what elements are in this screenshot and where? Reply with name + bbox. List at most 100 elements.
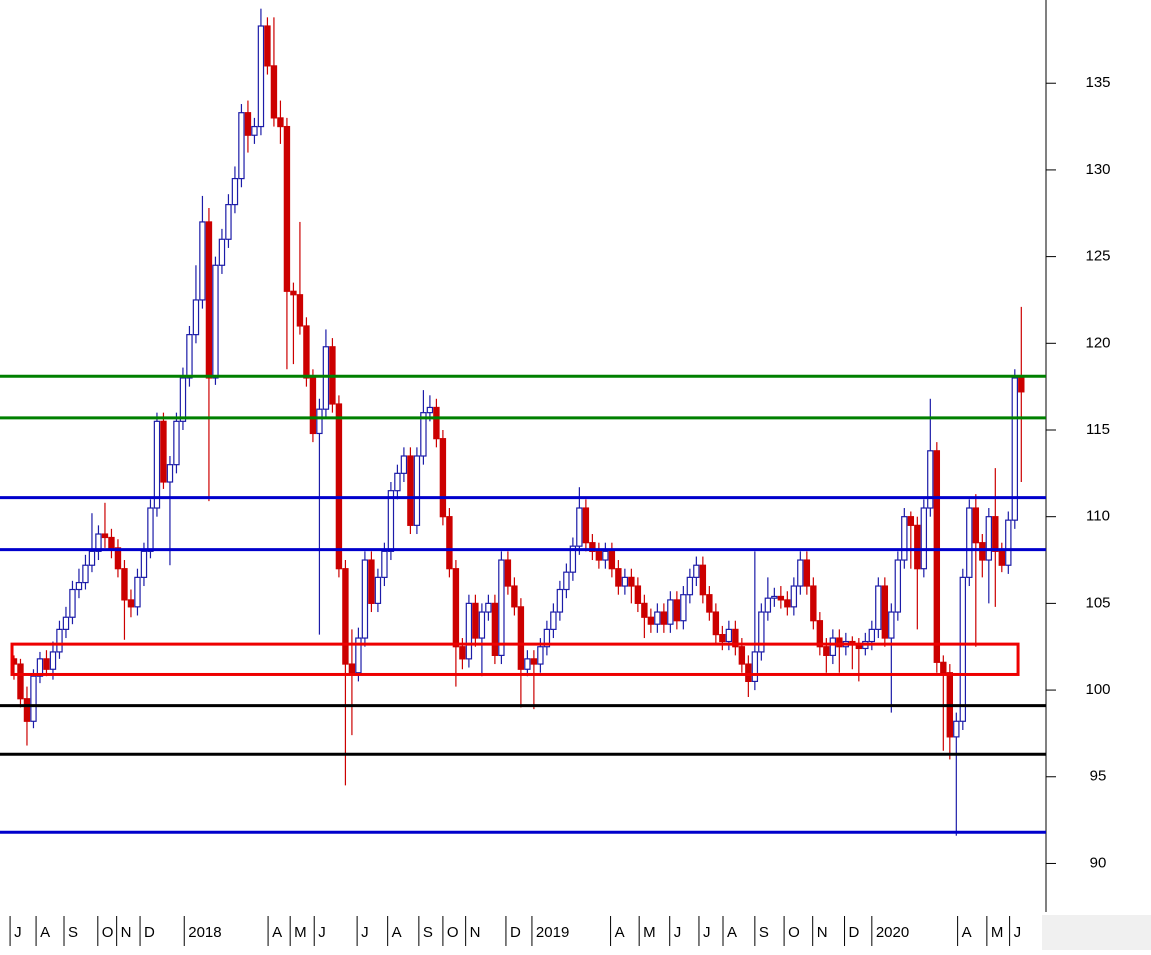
x-tick-label: A (962, 924, 972, 941)
x-tick-label: A (40, 924, 50, 941)
x-tick-label: O (447, 924, 459, 941)
x-tick-label: J (318, 924, 326, 941)
candle-body (699, 564, 707, 596)
candle-body (985, 516, 993, 561)
candle-body (251, 125, 258, 136)
candle-body (316, 408, 323, 435)
candle-body (342, 568, 349, 665)
x-tick-label: 2018 (188, 924, 221, 941)
candle-body (751, 651, 759, 682)
y-tick-label: 135 (1085, 74, 1110, 91)
candle-body (888, 611, 895, 639)
candle-body (641, 602, 648, 618)
candle-body (511, 585, 518, 608)
candle-body (537, 646, 544, 665)
candle-body (836, 637, 843, 648)
candle-body (82, 564, 89, 584)
candle-body (472, 602, 479, 639)
candle-body (238, 112, 245, 180)
candle-body (634, 585, 642, 604)
candle-body (257, 25, 265, 128)
candle-body (790, 585, 798, 608)
candle-body (433, 406, 440, 440)
candle-body (1005, 519, 1012, 566)
x-tick-label: D (849, 924, 860, 941)
candle-body (972, 507, 980, 544)
candle-body (901, 516, 908, 561)
candle-body (43, 658, 50, 670)
candle-body (608, 550, 616, 570)
zone (10, 642, 1020, 676)
candle-body (966, 507, 973, 578)
candle-body (121, 568, 128, 601)
candle-body (277, 117, 284, 128)
candle-body (654, 611, 661, 625)
candle-body (134, 576, 141, 608)
candle-body (803, 559, 811, 587)
candle-body (160, 420, 167, 483)
candle-body (686, 576, 694, 596)
candle-body (979, 542, 986, 561)
candle-body (829, 637, 837, 656)
x-tick-label: S (68, 924, 78, 941)
candle-body (647, 616, 655, 625)
candle-body (498, 559, 505, 656)
x-tick-label: 2020 (876, 924, 909, 941)
candle-body (153, 420, 161, 509)
candle-body (576, 507, 583, 547)
candle-body (147, 507, 154, 552)
candle-body (231, 177, 239, 206)
candle-body (569, 545, 577, 573)
candle-body (758, 611, 765, 653)
candle-body (914, 524, 921, 570)
x-tick-label: A (392, 924, 402, 941)
candle-body (283, 125, 291, 292)
candle-body (764, 597, 772, 613)
candle-body (1018, 377, 1025, 393)
candle-body (602, 550, 609, 561)
candle-body (530, 658, 538, 665)
candle-body (303, 325, 310, 379)
x-tick-label: O (788, 924, 800, 941)
x-tick-label: M (991, 924, 1004, 941)
candle-body (95, 533, 102, 552)
y-tick-label: 130 (1085, 161, 1110, 178)
candle-body (621, 576, 629, 587)
candle-body (394, 472, 401, 492)
axis-corner (1042, 915, 1151, 950)
candle-body (615, 568, 622, 587)
x-tick-label: S (423, 924, 433, 941)
x-tick-label: 2019 (536, 924, 569, 941)
candle-body (49, 651, 57, 670)
candle-body (927, 450, 934, 509)
candle-body (75, 581, 83, 591)
x-tick-label: J (703, 924, 711, 941)
candle-body (1011, 377, 1019, 521)
candle-body (816, 620, 824, 648)
candle-body (582, 507, 590, 544)
x-tick-label: J (14, 924, 22, 941)
candle-body (823, 646, 830, 656)
candle-body (244, 112, 252, 136)
x-tick-label: N (121, 924, 132, 941)
candle-body (550, 611, 557, 630)
x-tick-label: M (294, 924, 307, 941)
candle-body (595, 550, 603, 561)
candle-body (322, 346, 330, 410)
candle-body (205, 221, 213, 379)
candle-body (478, 611, 486, 639)
candle-body (920, 507, 928, 570)
candle-body (725, 628, 733, 643)
y-tick-label: 120 (1085, 334, 1110, 351)
x-tick-label: D (144, 924, 155, 941)
candle-body (381, 550, 388, 578)
candle-body (797, 559, 804, 587)
candle-body (36, 658, 44, 677)
candle-body (465, 602, 473, 660)
x-tick-label: N (817, 924, 828, 941)
candle-body (504, 559, 512, 587)
x-tick-label: J (361, 924, 369, 941)
candle-body (998, 550, 1006, 566)
candle-body (186, 334, 193, 379)
candle-body (667, 599, 674, 625)
